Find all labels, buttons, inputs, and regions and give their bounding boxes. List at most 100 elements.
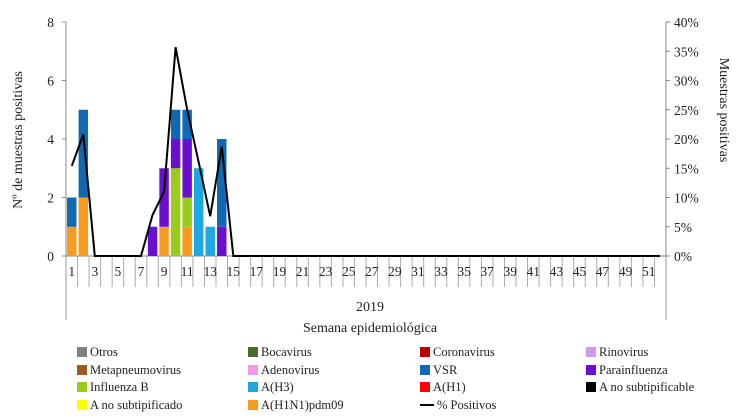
legend-item: Parainfluenza xyxy=(586,363,668,377)
legend-label: A no subtipificado xyxy=(90,397,183,412)
legend-label: A(H3) xyxy=(261,380,294,394)
y2-tick-label: 15% xyxy=(674,161,699,176)
legend-item: Influenza B xyxy=(77,380,149,394)
bar-segment xyxy=(170,139,181,169)
y-tick-label: 8 xyxy=(47,15,54,30)
x-tick-label: 9 xyxy=(161,264,168,279)
legend-item: % Positivos xyxy=(420,398,496,412)
y2-tick-label: 30% xyxy=(674,74,699,89)
percent-positive-line xyxy=(70,47,661,257)
x-tick-label: 41 xyxy=(527,264,541,279)
x-tick-label: 17 xyxy=(250,264,264,279)
bar-segment xyxy=(182,109,192,139)
bar-segment xyxy=(159,168,169,227)
x-tick-label: 49 xyxy=(619,264,633,279)
bar-segment xyxy=(182,139,192,198)
bar-segment xyxy=(159,226,169,256)
legend-swatch xyxy=(77,382,87,392)
legend-label: Bocavirus xyxy=(261,345,312,359)
x-tick-label: 29 xyxy=(388,264,402,279)
legend-swatch xyxy=(77,364,87,375)
y2-tick-label: 20% xyxy=(674,132,699,147)
x-tick-label: 33 xyxy=(434,264,448,279)
legend-swatch xyxy=(77,399,87,410)
legend-label: Otros xyxy=(90,345,118,359)
legend-swatch xyxy=(586,364,596,375)
x-tick-label: 15 xyxy=(227,264,241,279)
legend-label: A(H1N1)pdm09 xyxy=(261,397,344,412)
x-tick-label: 1 xyxy=(68,264,75,279)
legend-label: Adenovirus xyxy=(261,362,320,377)
bar-segment xyxy=(217,139,227,227)
percent-line xyxy=(70,47,661,257)
x-tick-label: 43 xyxy=(550,264,564,279)
x-tick-label: 47 xyxy=(596,264,610,279)
legend-label: Metapneumovirus xyxy=(90,362,181,377)
legend-swatch xyxy=(248,364,258,375)
legend-item: A no subtipificado xyxy=(77,398,182,412)
legend-label: % Positivos xyxy=(437,397,497,412)
x-tick-label: 21 xyxy=(296,264,310,279)
legend-item: A(H3) xyxy=(248,380,294,394)
legend-swatch xyxy=(420,382,430,392)
legend-item: Rinovirus xyxy=(586,345,648,359)
bar-segment xyxy=(67,226,77,256)
legend-label: Parainfluenza xyxy=(599,362,668,377)
x-tick-label: 37 xyxy=(480,264,494,279)
bar-segment xyxy=(170,168,181,256)
legend-item: A(H1) xyxy=(420,380,466,394)
legend-item: VSR xyxy=(420,363,457,377)
year-label: 2019 xyxy=(356,300,384,315)
legend-swatch xyxy=(586,382,596,392)
legend-label: Coronavirus xyxy=(433,345,495,359)
legend-label: Influenza B xyxy=(90,380,149,394)
bar-segment xyxy=(147,226,158,256)
legend: Otros Bocavirus Coronavirus Rinovirus Metapn… xyxy=(0,341,736,419)
legend-item: A(H1N1)pdm09 xyxy=(248,398,344,412)
legend-label: A no subtipificable xyxy=(599,380,695,394)
y2-axis-title: Muestras positivas xyxy=(716,58,731,163)
x-tick-label: 23 xyxy=(319,264,333,279)
x-tick-label: 51 xyxy=(642,264,656,279)
y-tick-label: 2 xyxy=(47,191,54,206)
legend-item: Coronavirus xyxy=(420,345,495,359)
y-tick-label: 0 xyxy=(47,249,54,264)
legend-label: A(H1) xyxy=(433,380,466,394)
bar-segment xyxy=(193,168,204,256)
bar-segment xyxy=(205,226,215,256)
bar-segment xyxy=(170,109,181,139)
y-tick-label: 6 xyxy=(47,74,54,89)
legend-line-swatch xyxy=(420,403,434,406)
y2-tick-label: 5% xyxy=(674,220,692,235)
y2-tick-label: 35% xyxy=(674,44,699,59)
legend-item: Adenovirus xyxy=(248,363,319,377)
legend-label: VSR xyxy=(433,362,458,377)
y2-tick-label: 25% xyxy=(674,103,699,118)
y2-tick-label: 40% xyxy=(674,15,699,30)
bars xyxy=(67,109,227,256)
y-axis-title: Nº de muestras positivas xyxy=(11,71,26,209)
x-tick-label: 25 xyxy=(342,264,356,279)
legend-swatch xyxy=(77,347,87,357)
legend-label: Rinovirus xyxy=(599,345,649,359)
bar-segment xyxy=(67,197,77,227)
x-tick-label: 19 xyxy=(273,264,287,279)
legend-swatch xyxy=(248,399,258,410)
y-tick-label: 4 xyxy=(47,132,54,147)
x-tick-label: 11 xyxy=(181,264,194,279)
x-tick-label: 35 xyxy=(457,264,471,279)
y2-tick-label: 10% xyxy=(674,191,699,206)
x-tick-label: 13 xyxy=(203,264,217,279)
legend-swatch xyxy=(420,347,430,357)
bar-segment xyxy=(78,109,89,198)
x-tick-label: 39 xyxy=(503,264,517,279)
legend-swatch xyxy=(586,347,596,357)
legend-swatch xyxy=(420,364,430,375)
x-tick-label: 5 xyxy=(115,264,122,279)
legend-item: Bocavirus xyxy=(248,345,312,359)
legend-swatch xyxy=(248,347,258,357)
x-tick-label: 7 xyxy=(138,264,145,279)
bar-segment xyxy=(182,197,192,227)
